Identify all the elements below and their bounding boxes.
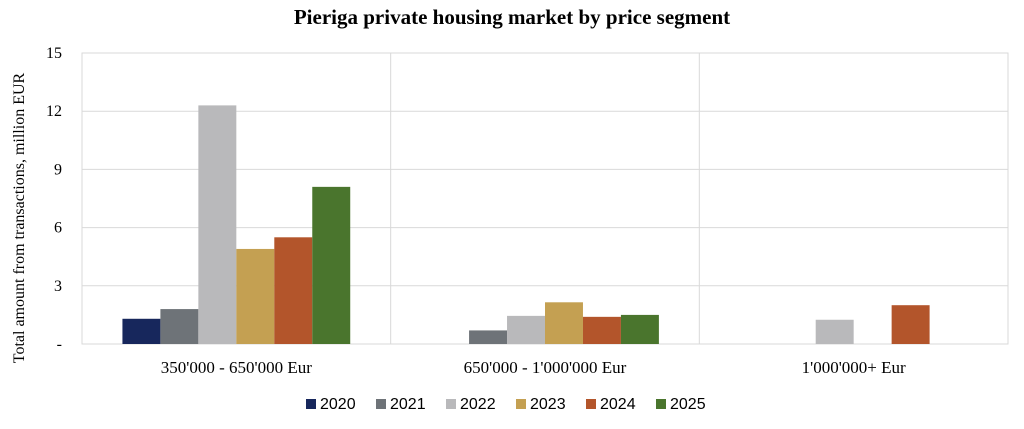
bars xyxy=(122,105,930,344)
y-tick-label: 9 xyxy=(54,161,62,178)
bar-2021 xyxy=(469,330,508,344)
bar-2025 xyxy=(312,186,351,344)
legend-label: 2021 xyxy=(390,396,426,413)
y-tick-label: 6 xyxy=(54,220,62,237)
y-tick-labels: - 3 6 9 12 15 xyxy=(46,45,62,353)
legend-swatch xyxy=(516,399,526,409)
y-axis-label: Total amount from transactions, million … xyxy=(11,72,28,363)
legend-swatch xyxy=(446,399,456,409)
category-labels: 350'000 - 650'000 Eur 650'000 - 1'000'000… xyxy=(161,358,906,377)
y-tick-label: 3 xyxy=(54,278,62,295)
bar-2023 xyxy=(545,302,583,344)
legend-label: 2024 xyxy=(600,396,636,413)
bar-2020 xyxy=(122,318,161,344)
bar-2021 xyxy=(160,309,199,344)
y-tick-label: 15 xyxy=(46,45,62,62)
bar-2024 xyxy=(274,237,313,344)
bar-2023 xyxy=(236,248,275,344)
bar-2025 xyxy=(620,314,659,344)
legend-swatch xyxy=(656,399,666,409)
x-tick-label: 350'000 - 650'000 Eur xyxy=(161,358,312,377)
legend-swatch xyxy=(306,399,316,409)
legend: 2020 2021 2022 2023 2024 2025 xyxy=(306,396,706,413)
y-tick-label: - xyxy=(57,336,62,353)
bar-2022 xyxy=(507,315,545,344)
x-tick-label: 1'000'000+ Eur xyxy=(802,358,906,377)
bar-2022 xyxy=(815,319,854,344)
legend-label: 2025 xyxy=(670,396,706,413)
chart-title: Pieriga private housing market by price … xyxy=(294,5,730,29)
x-tick-label: 650'000 - 1'000'000 Eur xyxy=(464,358,627,377)
legend-label: 2022 xyxy=(460,396,496,413)
legend-swatch xyxy=(586,399,596,409)
bar-2024 xyxy=(891,305,930,344)
y-tick-label: 12 xyxy=(46,103,62,120)
bar-2022 xyxy=(198,105,237,344)
bar-2024 xyxy=(582,316,621,344)
legend-label: 2020 xyxy=(320,396,356,413)
legend-label: 2023 xyxy=(530,396,566,413)
legend-swatch xyxy=(376,399,386,409)
